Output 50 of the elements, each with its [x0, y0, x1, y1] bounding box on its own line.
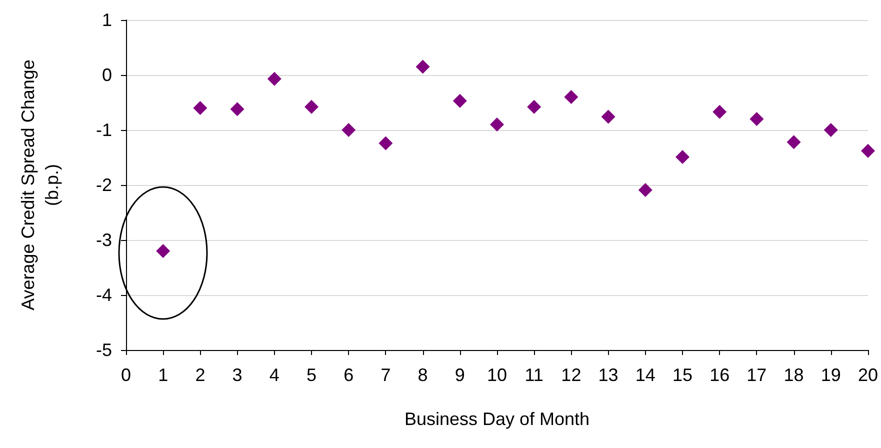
point — [564, 90, 578, 104]
point — [824, 123, 838, 137]
point — [342, 123, 356, 137]
point — [416, 60, 430, 74]
y-tick-label: -3 — [96, 230, 112, 250]
point — [786, 135, 801, 150]
point — [601, 110, 616, 124]
point — [527, 100, 542, 114]
y-tick-label: -1 — [96, 120, 112, 140]
y-tick-label: -4 — [96, 285, 112, 305]
point — [378, 136, 393, 150]
point — [638, 182, 652, 197]
x-tick-label: 9 — [454, 365, 465, 385]
x-tick-label: 13 — [598, 365, 618, 385]
point — [675, 150, 690, 164]
x-tick-label: 7 — [380, 365, 391, 385]
x-tick-label: 2 — [195, 365, 206, 385]
point — [860, 144, 875, 158]
x-tick-label: 3 — [232, 365, 242, 385]
y-tick-label: -5 — [96, 340, 112, 360]
point — [452, 94, 467, 108]
x-tick-label: 6 — [344, 365, 354, 385]
point — [304, 100, 318, 114]
point — [490, 118, 504, 132]
x-tick-label: 17 — [746, 365, 767, 385]
x-tick-label: 5 — [306, 365, 317, 385]
point — [230, 102, 244, 116]
point — [712, 104, 727, 119]
x-tick-label: 20 — [858, 365, 878, 385]
x-tick-label: 18 — [784, 365, 804, 385]
x-tick-label: 10 — [486, 365, 508, 385]
point — [267, 72, 282, 86]
x-tick-label: 19 — [820, 365, 841, 385]
x-tick-label: 1 — [158, 365, 168, 385]
y-tick-label: 1 — [102, 10, 112, 30]
x-tick-label: 4 — [269, 365, 280, 385]
x-tick-label: 0 — [120, 365, 132, 385]
x-tick-label: 16 — [710, 365, 730, 385]
x-axis-title: Business Day of Month — [404, 409, 590, 429]
x-tick-label: 11 — [524, 365, 544, 385]
x-tick-label: 12 — [561, 365, 582, 385]
point — [750, 112, 764, 126]
point — [156, 244, 170, 258]
y-axis-title: Average Credit Spread Change (b.p.) — [18, 60, 62, 310]
x-tick-label: 8 — [418, 365, 428, 385]
x-tick-label: 15 — [672, 365, 693, 385]
y-tick-label: 0 — [102, 65, 112, 85]
x-tick-label: 14 — [635, 365, 656, 385]
point — [193, 101, 208, 115]
y-tick-label: -2 — [96, 175, 112, 195]
